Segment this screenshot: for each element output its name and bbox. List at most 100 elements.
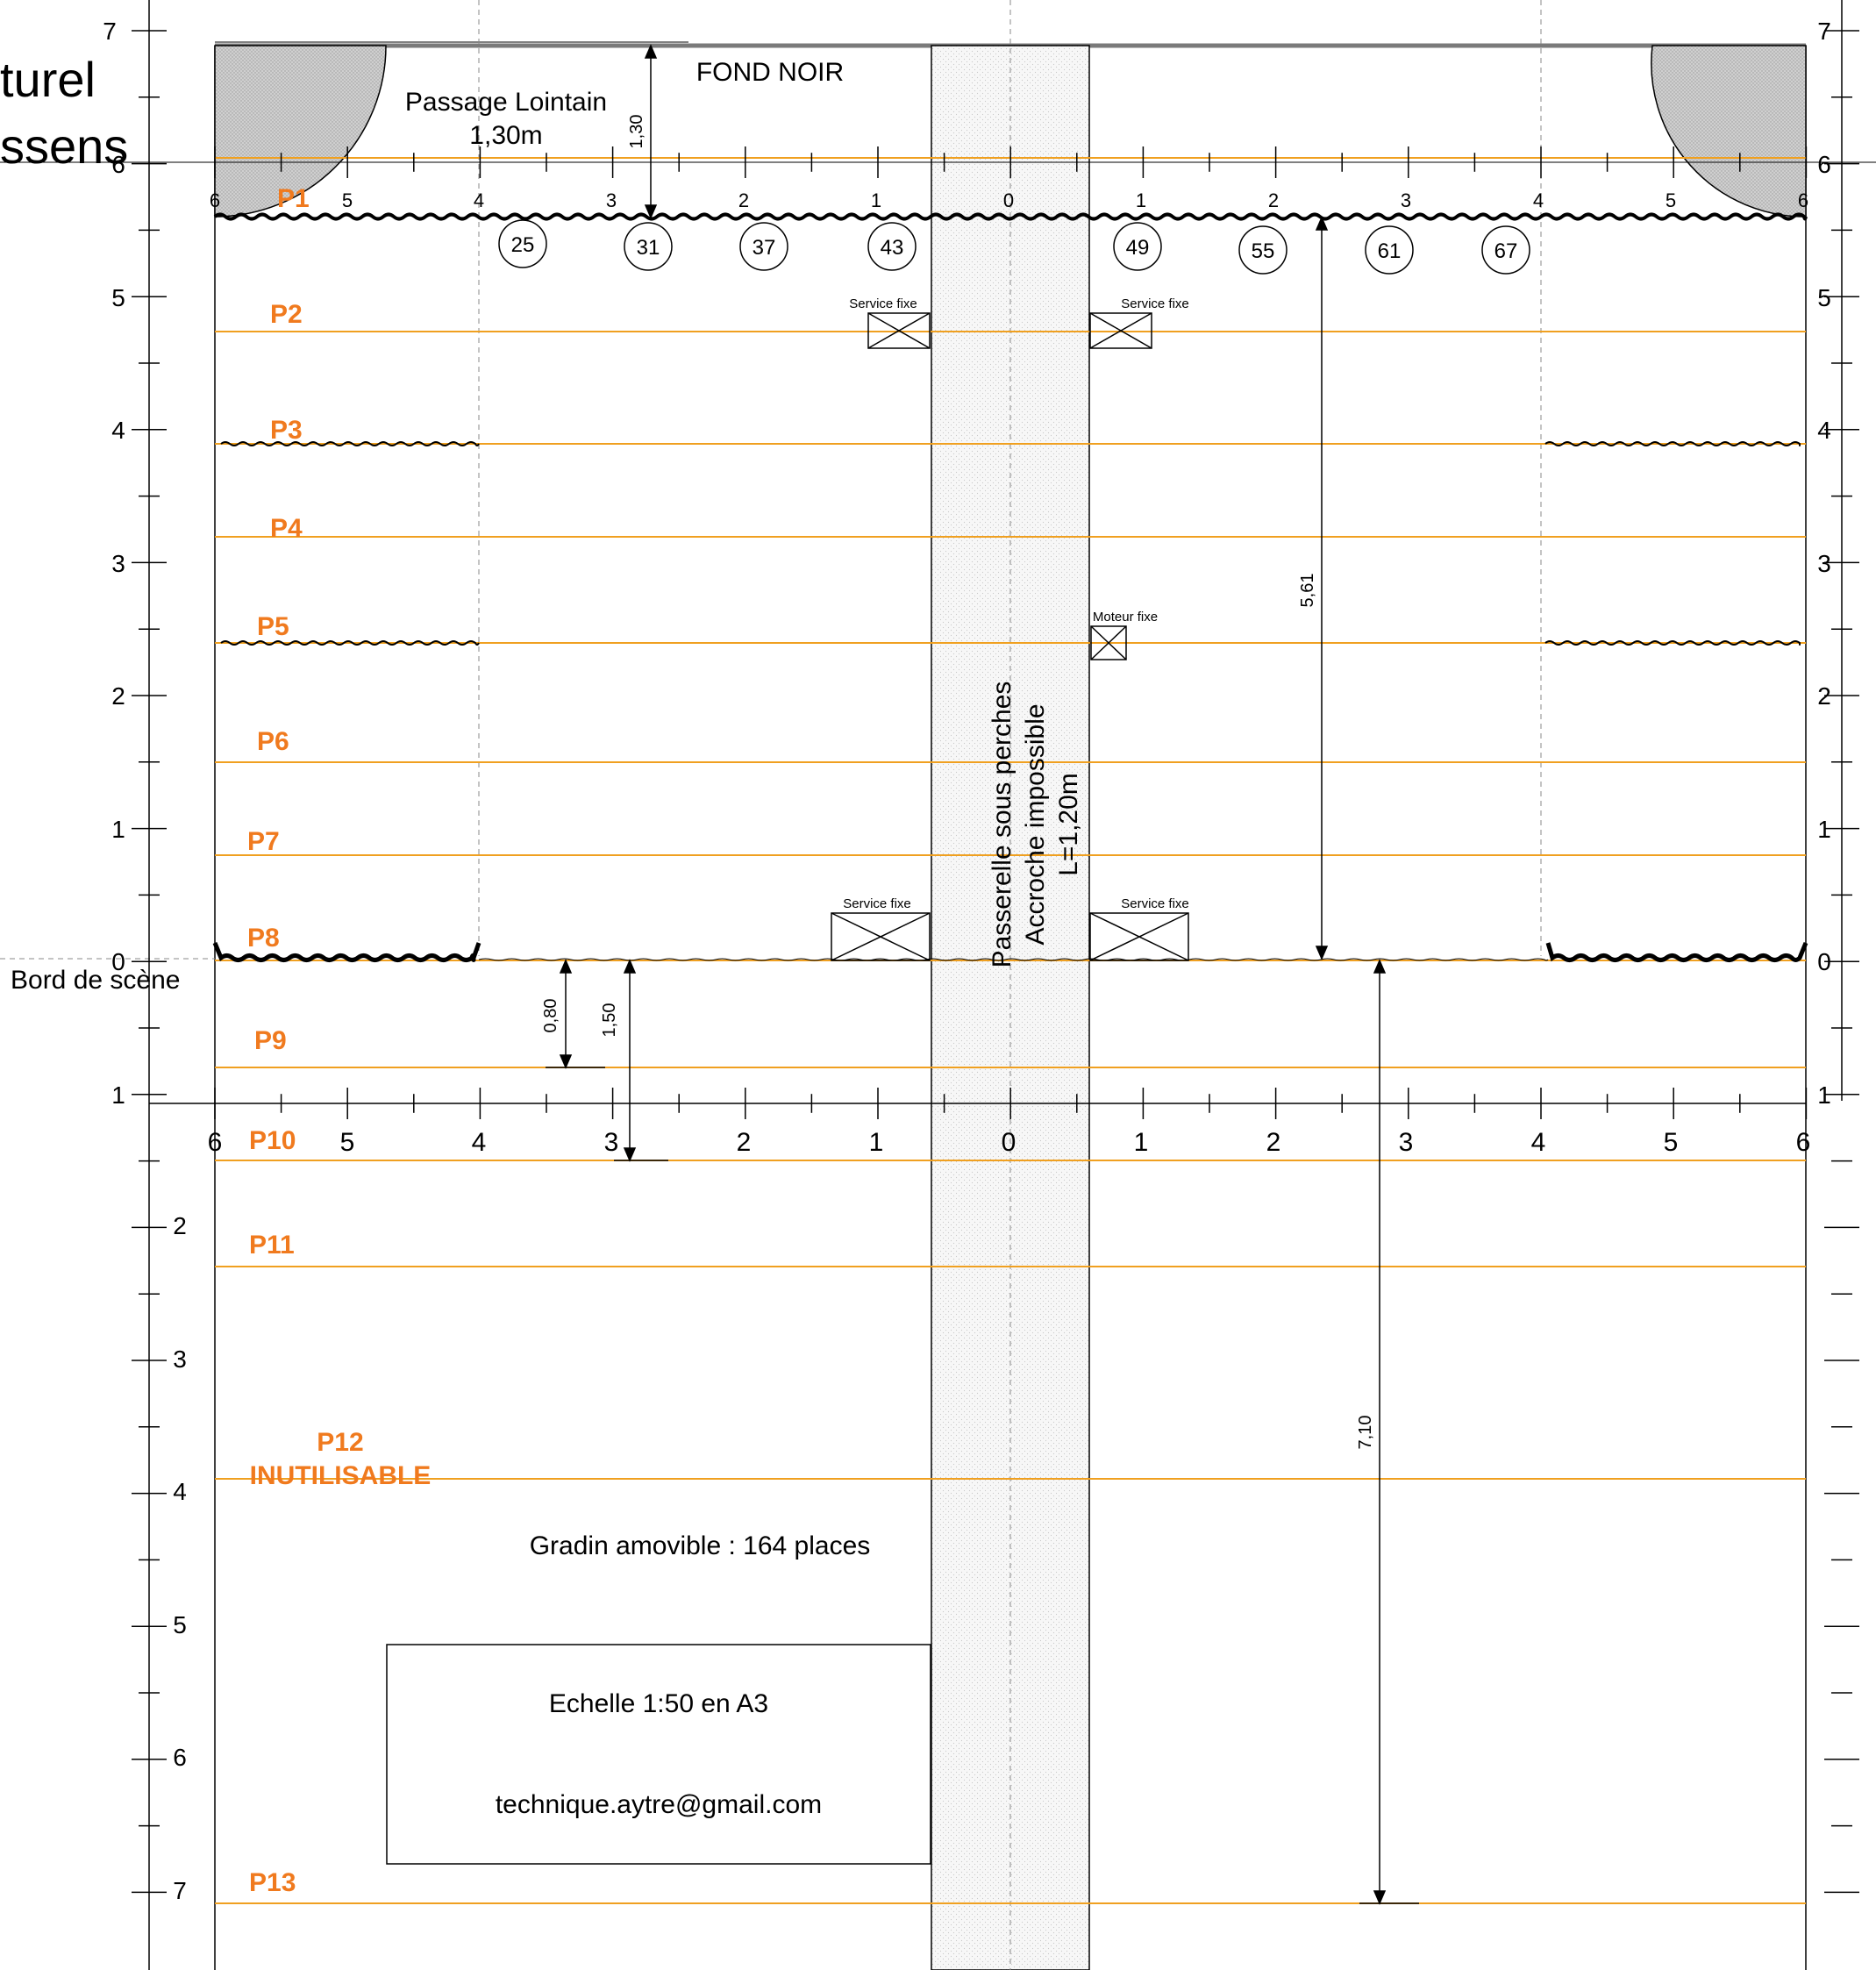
- svg-text:5: 5: [340, 1128, 355, 1157]
- hruler-top-labels: 6 5 4 3 2 1 0 1 2 3 4 5 6: [210, 189, 1808, 211]
- svg-text:2: 2: [738, 189, 749, 211]
- title-fragment-2: ssens: [0, 118, 128, 174]
- vruler-right-1b: 1: [1817, 1081, 1831, 1109]
- curtain-p1: [213, 212, 1808, 221]
- circle-31: 31: [624, 222, 673, 271]
- curtain-p5-left: [220, 640, 480, 646]
- vruler-right-5: 5: [1817, 284, 1831, 311]
- passage-width-label: 1,30m: [469, 121, 542, 150]
- vruler-right-6: 6: [1817, 151, 1831, 178]
- vruler-right-0: 0: [1817, 948, 1831, 975]
- svg-text:1: 1: [1136, 189, 1146, 211]
- dimension-lines: [546, 44, 1419, 1905]
- curtains: [212, 212, 1808, 962]
- svg-text:6: 6: [1796, 1128, 1811, 1157]
- dim-7-10: 7,10: [1356, 1416, 1375, 1450]
- email-label: technique.aytre@gmail.com: [496, 1790, 822, 1819]
- dim-0-80: 0,80: [541, 999, 560, 1033]
- vruler-right-2: 2: [1817, 682, 1831, 710]
- vruler-right-1: 1: [1817, 816, 1831, 843]
- vruler-left-0: 0: [111, 948, 125, 975]
- curtain-p8-front: [478, 958, 1549, 961]
- batten-label-p2: P2: [270, 300, 303, 329]
- svg-text:3: 3: [606, 189, 617, 211]
- corner-left: [214, 45, 387, 218]
- service-fixe-label-3: Service fixe: [843, 896, 911, 911]
- svg-text:25: 25: [511, 233, 535, 257]
- batten-label-p12-note: INUTILISABLE: [250, 1461, 432, 1490]
- svg-text:1: 1: [871, 189, 881, 211]
- batten-label-p13: P13: [249, 1868, 296, 1897]
- vruler-right-7: 7: [1817, 18, 1831, 45]
- curtain-p3-right: [1544, 441, 1801, 446]
- svg-text:43: 43: [881, 236, 904, 260]
- svg-text:4: 4: [472, 1128, 487, 1157]
- vruler-left-7: 7: [103, 18, 117, 45]
- batten-lines: [215, 157, 1806, 1904]
- curtain-p3-left: [220, 441, 480, 446]
- title-fragment-1: turel: [0, 52, 96, 107]
- vruler-left-2: 2: [111, 682, 125, 710]
- svg-text:49: 49: [1126, 236, 1150, 260]
- service-fixe-p8-left: [831, 912, 931, 961]
- moteur-fixe: [1090, 625, 1127, 660]
- moteur-fixe-label: Moteur fixe: [1093, 610, 1158, 625]
- dim-1-30: 1,30: [627, 115, 646, 149]
- service-fixe-label-4: Service fixe: [1121, 896, 1189, 911]
- svg-text:6: 6: [1798, 189, 1808, 211]
- vruler-left-4: 4: [111, 417, 125, 444]
- curtain-p8-right: [1545, 942, 1808, 962]
- service-fixe-p8-right: [1089, 912, 1189, 961]
- dim-1-50: 1,50: [600, 1003, 619, 1038]
- svg-text:2: 2: [1266, 1128, 1281, 1157]
- passage-lointain-label: Passage Lointain: [405, 88, 607, 117]
- svg-text:L=1,20m: L=1,20m: [1054, 773, 1083, 876]
- dim-5-61: 5,61: [1298, 574, 1317, 608]
- vruler-left-6: 6: [111, 151, 125, 178]
- vruler-left-3: 3: [111, 550, 125, 577]
- batten-labels: P1 P2 P3 P4 P5 P6 P7 P8 P9 P10 P11 P12 I…: [247, 184, 431, 1897]
- svg-text:5: 5: [1666, 189, 1676, 211]
- fixtures: [831, 312, 1189, 961]
- batten-label-p11: P11: [249, 1231, 295, 1260]
- vruler-left-1b: 1: [111, 1081, 125, 1109]
- batten-label-p9: P9: [254, 1026, 287, 1055]
- svg-text:55: 55: [1252, 239, 1275, 263]
- curtain-p5-right: [1544, 640, 1801, 646]
- circle-numbers: 25 31 37 43 49 55 61 67: [498, 219, 1530, 275]
- batten-label-p12: P12: [317, 1428, 363, 1457]
- svg-text:6: 6: [208, 1128, 223, 1157]
- batten-label-p4: P4: [270, 514, 303, 543]
- batten-label-p8: P8: [247, 924, 280, 953]
- svg-text:61: 61: [1378, 239, 1402, 263]
- svg-text:2: 2: [1268, 189, 1279, 211]
- circle-55: 55: [1238, 225, 1288, 275]
- svg-text:3: 3: [1401, 189, 1411, 211]
- svg-text:4: 4: [474, 189, 484, 211]
- vruler-house-3: 3: [173, 1345, 187, 1373]
- svg-text:3: 3: [1399, 1128, 1414, 1157]
- svg-text:5: 5: [342, 189, 353, 211]
- svg-text:Accroche impossible: Accroche impossible: [1021, 703, 1050, 945]
- fond-noir-label: FOND NOIR: [696, 58, 844, 87]
- vruler-house-4: 4: [173, 1478, 187, 1505]
- service-fixe-label-2: Service fixe: [1121, 296, 1189, 311]
- svg-text:1: 1: [869, 1128, 884, 1157]
- batten-label-p5: P5: [257, 612, 289, 641]
- batten-label-p7: P7: [247, 827, 280, 856]
- vruler-house-7: 7: [173, 1877, 187, 1904]
- vruler-left-5: 5: [111, 284, 125, 311]
- circle-61: 61: [1365, 225, 1414, 275]
- svg-text:31: 31: [637, 236, 660, 260]
- svg-text:37: 37: [753, 236, 776, 260]
- circle-49: 49: [1113, 222, 1162, 271]
- fixture-labels: Service fixe Service fixe Moteur fixe Se…: [843, 296, 1189, 911]
- corner-columns: [214, 45, 1807, 218]
- batten-label-p1: P1: [277, 184, 310, 213]
- svg-text:4: 4: [1531, 1128, 1546, 1157]
- gradin-label: Gradin amovible : 164 places: [530, 1531, 871, 1560]
- svg-text:2: 2: [737, 1128, 752, 1157]
- ruler-labels: 7 6 5 4 3 2 1 0 1 7 6 5 4 3 2 1 0 1 2 3 …: [103, 18, 1831, 1904]
- svg-text:3: 3: [604, 1128, 619, 1157]
